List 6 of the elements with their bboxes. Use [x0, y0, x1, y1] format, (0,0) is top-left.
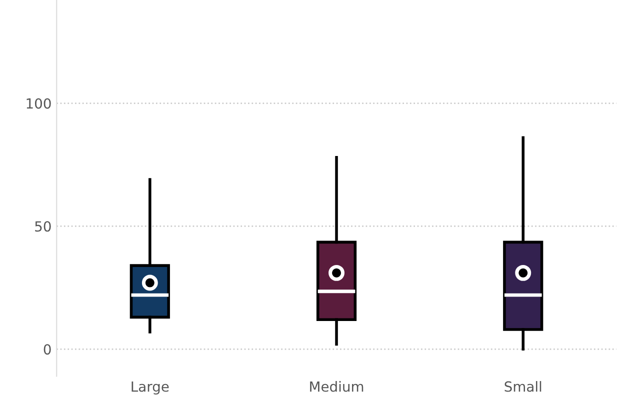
x-tick-label: Small: [504, 381, 542, 392]
y-tick-label: 100: [26, 98, 51, 109]
x-tick-label: Large: [132, 381, 169, 395]
y-tick-label: 0: [44, 344, 51, 355]
y-tick-label: 50: [35, 221, 51, 232]
x-tick-label: Medium: [310, 381, 364, 392]
